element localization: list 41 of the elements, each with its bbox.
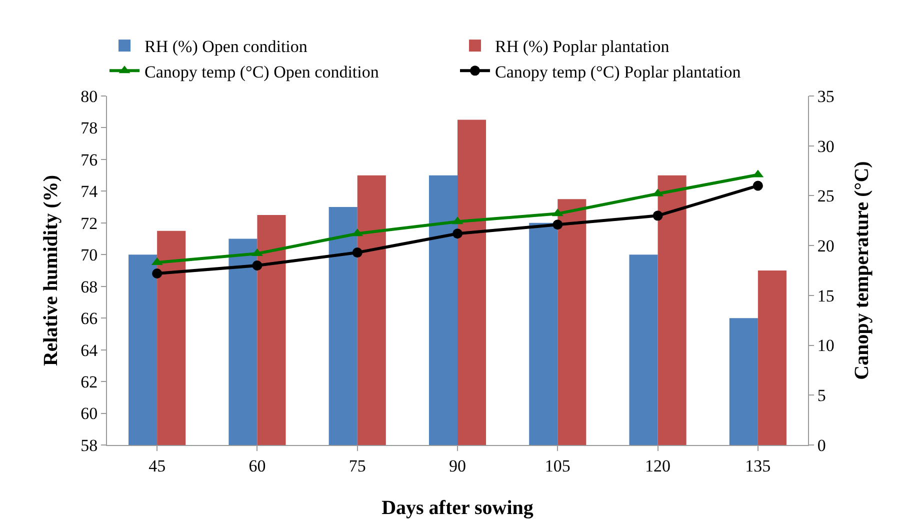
point — [352, 248, 362, 258]
point — [652, 210, 663, 221]
y-tick-label: 62 — [80, 372, 98, 392]
y-tick-label: 58 — [80, 436, 98, 455]
y2-tick-label: 35 — [817, 86, 834, 106]
y-tick-label: 76 — [80, 150, 98, 170]
point — [152, 268, 162, 278]
y2-axis-title: Canopy temperature (°C) — [851, 161, 873, 380]
x-tick-label: 105 — [544, 456, 570, 476]
y2-tick-label: 25 — [817, 186, 834, 206]
x-tick-label: 120 — [645, 456, 671, 476]
y-tick-label: 80 — [80, 86, 98, 106]
y2-tick-label: 0 — [817, 436, 826, 455]
x-axis-title: Days after sowing — [382, 497, 534, 519]
x-tick-label: 45 — [148, 456, 166, 476]
legend-label: RH (%) Open condition — [144, 37, 308, 56]
point — [752, 180, 763, 191]
y-tick-label: 70 — [80, 246, 98, 265]
legend-label: RH (%) Poplar plantation — [495, 37, 670, 56]
y-tick-label: 72 — [80, 214, 98, 233]
x-tick-label: 90 — [449, 456, 466, 476]
y2-tick-label: 10 — [817, 336, 834, 356]
y-tick-label: 66 — [80, 309, 98, 328]
x-tick-label: 75 — [348, 456, 366, 476]
y2-tick-label: 20 — [817, 236, 834, 256]
y-tick-label: 78 — [80, 118, 98, 138]
point — [252, 260, 262, 271]
point — [552, 220, 563, 230]
legend-label: Canopy temp (°C) Poplar plantation — [495, 62, 742, 82]
y-axis-title: Relative humidity (%) — [40, 174, 62, 366]
y2-tick-label: 15 — [817, 286, 834, 306]
legend-label: Canopy temp (°C) Open condition — [144, 62, 380, 82]
y2-tick-label: 30 — [817, 136, 834, 156]
x-tick-label: 60 — [248, 456, 266, 476]
y-tick-label: 68 — [80, 277, 98, 296]
x-tick-label: 135 — [745, 456, 771, 476]
y-tick-label: 64 — [80, 340, 98, 360]
point — [452, 228, 462, 239]
y2-tick-label: 5 — [817, 386, 826, 406]
y-tick-label: 74 — [80, 182, 98, 202]
y-tick-label: 60 — [80, 404, 98, 424]
